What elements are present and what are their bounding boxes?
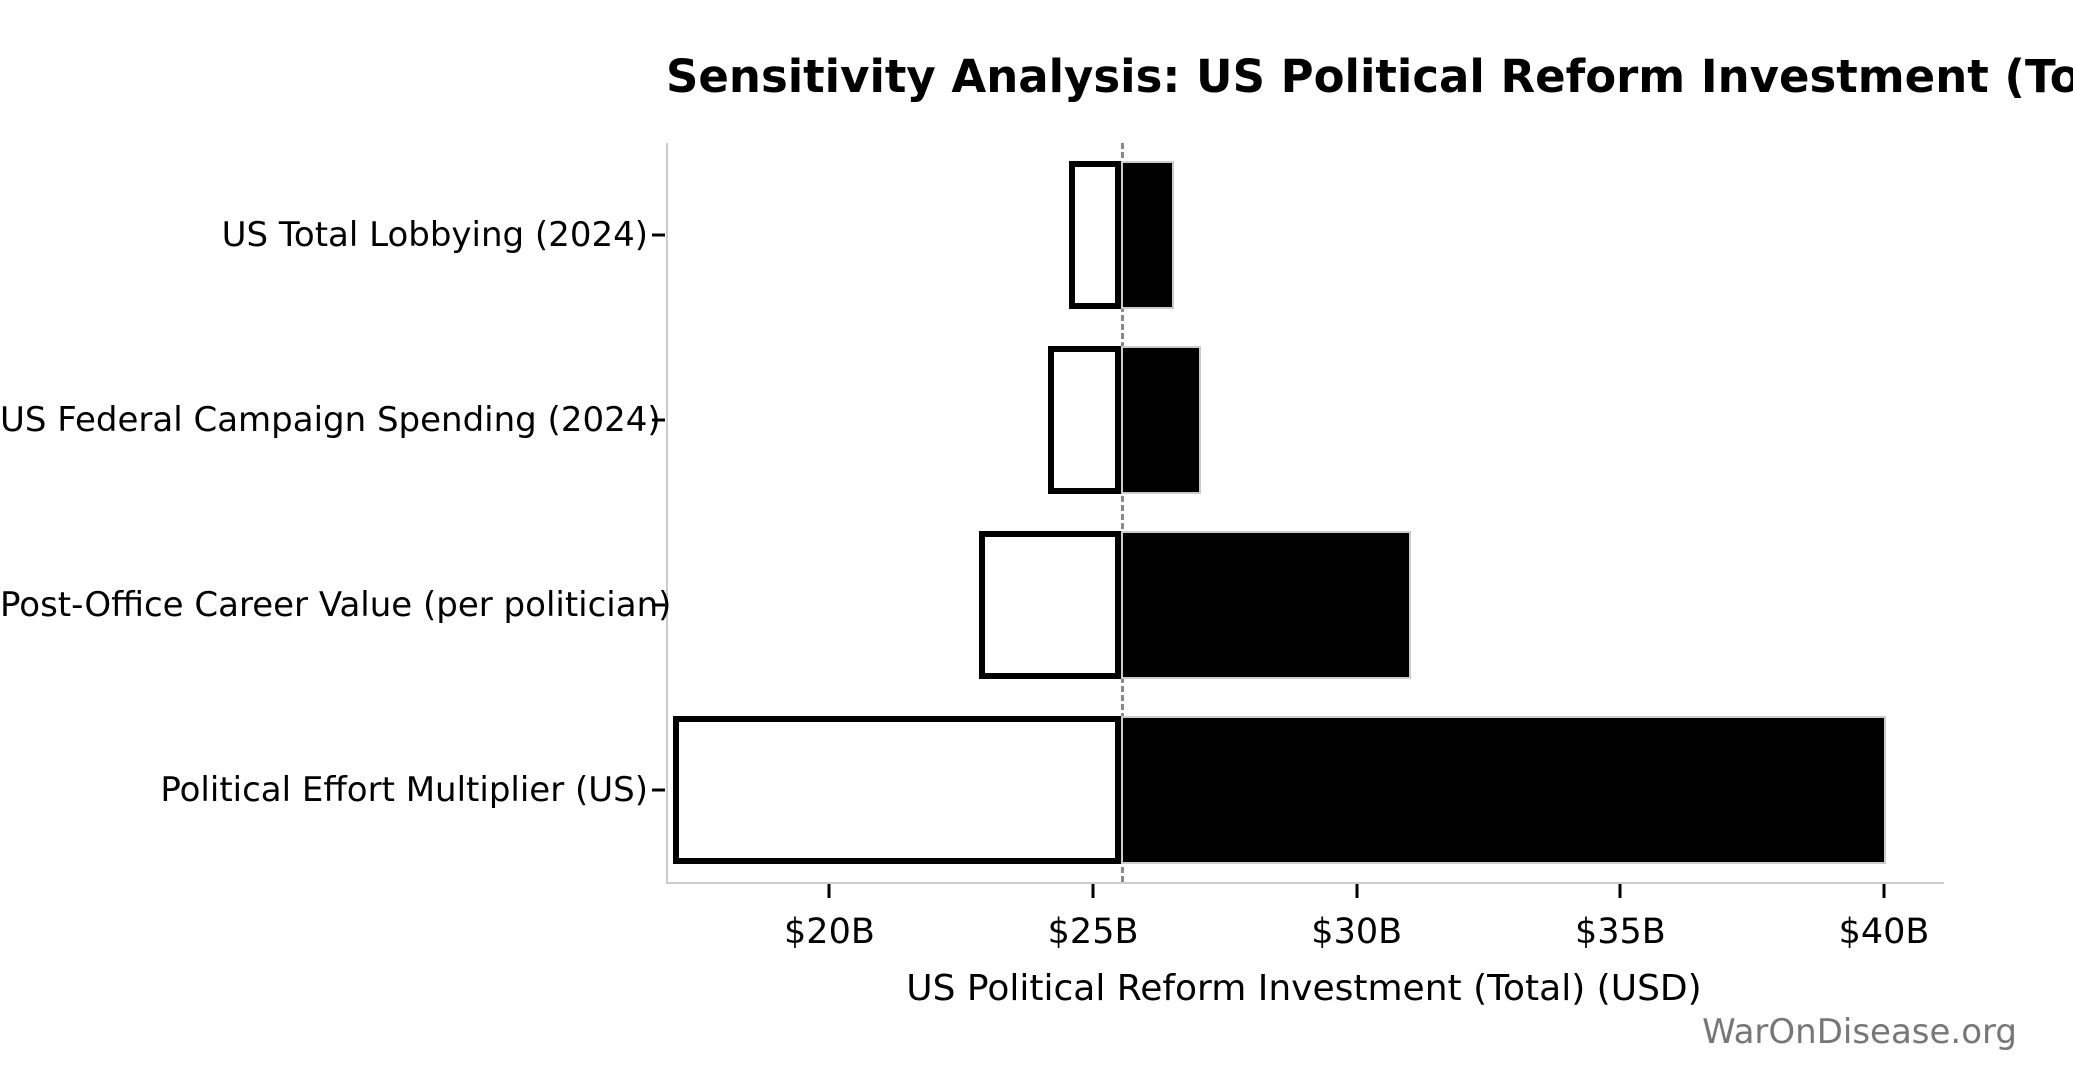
y-tick-mark xyxy=(652,418,665,422)
bar-high-0 xyxy=(1121,161,1175,310)
baseline-dashed-line xyxy=(1121,143,1125,882)
x-tick-label-1: $25B xyxy=(1047,912,1139,952)
x-tick-label-4: $40B xyxy=(1838,912,1930,952)
x-tick-mark-2 xyxy=(1355,884,1359,898)
x-tick-mark-3 xyxy=(1618,884,1622,898)
x-tick-mark-4 xyxy=(1882,884,1886,898)
bar-low-1 xyxy=(1047,346,1122,495)
x-tick-mark-1 xyxy=(1091,884,1095,898)
plot-area xyxy=(652,143,1944,884)
y-tick-mark xyxy=(652,603,665,607)
category-label-1: US Federal Campaign Spending (2024) xyxy=(0,400,661,441)
bar-high-2 xyxy=(1121,530,1412,679)
bar-low-3 xyxy=(673,715,1122,864)
x-axis-label: US Political Reform Investment (Total) (… xyxy=(906,968,1702,1009)
watermark: WarOnDisease.org xyxy=(1702,1012,2017,1052)
y-tick-mark xyxy=(652,233,665,237)
bar-high-3 xyxy=(1121,715,1886,864)
x-tick-label-0: $20B xyxy=(784,912,875,952)
bar-high-1 xyxy=(1121,346,1201,495)
category-label-2: Post-Office Career Value (per politician… xyxy=(0,584,672,625)
x-tick-mark-0 xyxy=(827,884,831,898)
chart-title: Sensitivity Analysis: US Political Refor… xyxy=(666,50,2073,103)
y-tick-mark xyxy=(652,788,665,792)
category-label-3: Political Effort Multiplier (US) xyxy=(160,769,648,810)
x-tick-label-3: $35B xyxy=(1574,912,1666,952)
bar-low-2 xyxy=(979,530,1122,679)
category-label-0: US Total Lobbying (2024) xyxy=(221,215,648,256)
bar-low-0 xyxy=(1068,161,1122,310)
x-tick-label-2: $30B xyxy=(1311,912,1403,952)
